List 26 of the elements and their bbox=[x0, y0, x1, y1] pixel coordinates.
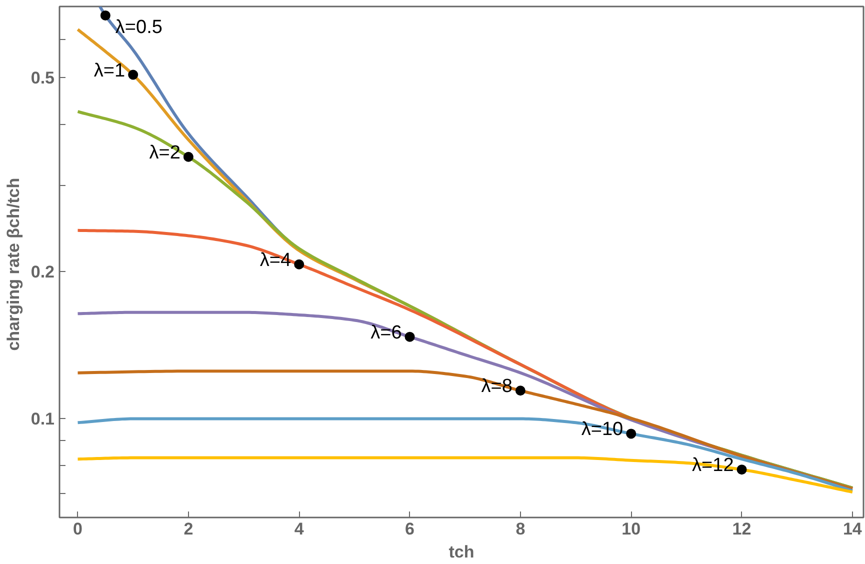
x-tick-label: 8 bbox=[516, 520, 526, 538]
point bbox=[294, 259, 304, 270]
x-axis-title: tch bbox=[448, 542, 474, 562]
annotation: λ=2 bbox=[149, 142, 180, 164]
x-tick-label: 14 bbox=[842, 520, 862, 538]
y-tick-label: 0.2 bbox=[30, 262, 55, 282]
x-tick-label: 6 bbox=[405, 520, 415, 538]
point bbox=[183, 152, 194, 162]
point bbox=[100, 10, 110, 20]
annotation: λ=0.5 bbox=[115, 16, 162, 38]
y-tick-label: 0.5 bbox=[30, 68, 55, 88]
point bbox=[736, 464, 747, 475]
annotation: λ=1 bbox=[94, 60, 126, 82]
annotation: λ=4 bbox=[260, 250, 292, 271]
annotation: λ=6 bbox=[370, 322, 402, 344]
point bbox=[626, 428, 636, 439]
point bbox=[404, 332, 415, 342]
x-tick-label: 0 bbox=[73, 520, 82, 538]
x-tick-label: 10 bbox=[622, 520, 641, 538]
x-tick-label: 4 bbox=[294, 520, 304, 538]
x-tick-label: 2 bbox=[184, 520, 194, 538]
y-axis-title: charging rate βch/tch bbox=[4, 178, 23, 351]
point bbox=[515, 386, 526, 396]
point bbox=[128, 70, 138, 80]
x-tick-label: 12 bbox=[732, 520, 752, 538]
y-tick-label: 0.1 bbox=[30, 409, 55, 428]
